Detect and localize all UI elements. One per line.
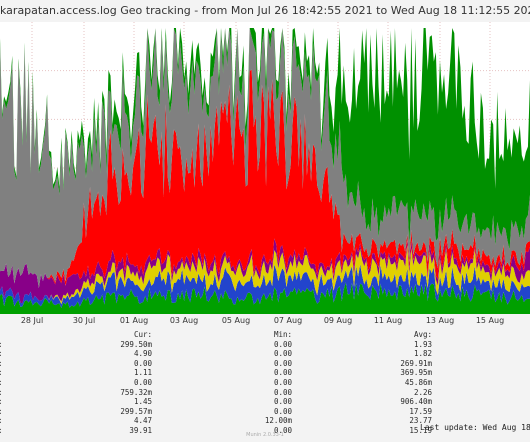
legend-min-value: 0.00 <box>273 349 292 359</box>
legend-min-value: 0.00 <box>273 368 292 378</box>
legend-avg-value: 1.82 <box>413 349 432 359</box>
legend-row-colon: : <box>0 340 4 350</box>
legend-row: : 39.91 0.00 15.19 <box>0 426 530 436</box>
legend-row-colon: : <box>0 368 4 378</box>
x-tick-label: 13 Aug <box>425 316 455 325</box>
legend-cur-value: 299.50m <box>120 339 152 349</box>
legend-avg-value: 15.19 <box>409 425 432 435</box>
legend-row-colon: : <box>0 378 4 388</box>
x-tick-label: 30 Jul <box>72 316 96 325</box>
legend-min-value: 12.00m <box>264 416 292 426</box>
footer-version: Munin 2.0.33-1 <box>246 432 284 438</box>
legend-cur-value: 4.90 <box>133 349 152 359</box>
series-area-0 <box>0 282 530 314</box>
series-area-1 <box>0 264 530 309</box>
legend-avg-value: 17.59 <box>409 406 432 416</box>
legend-min-value: 0.00 <box>273 425 292 435</box>
legend-cur-value: 1.45 <box>133 397 152 407</box>
legend-min-value: 0.00 <box>273 377 292 387</box>
geo-tracking-graph <box>0 22 530 314</box>
legend-cur-value: 39.91 <box>129 425 152 435</box>
series-area-6 <box>0 28 530 250</box>
legend-row: : 1.11 0.00 369.95m <box>0 368 530 378</box>
series-area-5 <box>0 28 530 289</box>
series-area-3 <box>0 238 530 304</box>
x-tick-label: 01 Aug <box>119 316 149 325</box>
column-header-cur: Cur: <box>133 330 152 339</box>
x-tick-label: 03 Aug <box>169 316 199 325</box>
legend-cur-value: 1.11 <box>133 368 152 378</box>
x-tick-label: 11 Aug <box>373 316 403 325</box>
legend-min-value: 0.00 <box>273 339 292 349</box>
legend-row: : 4.90 0.00 1.82 <box>0 349 530 359</box>
legend-header-row: Cur: Min: Avg: <box>0 330 530 340</box>
legend-row-colon: : <box>0 426 4 436</box>
legend-avg-value: 45.86m <box>404 377 432 387</box>
legend-row-colon: : <box>0 416 4 426</box>
legend-row: : 4.47 12.00m 23.77 <box>0 416 530 426</box>
legend-row: : 0.00 0.00 269.91m <box>0 359 530 369</box>
legend-row: : 299.57m 0.00 17.59 <box>0 407 530 417</box>
legend-table: Cur: Min: Avg: :299.50m0.001.93:4.900.00… <box>0 330 530 436</box>
legend-row: : 0.00 0.00 45.86m <box>0 378 530 388</box>
legend-cur-value: 0.00 <box>133 377 152 387</box>
x-tick-label: 07 Aug <box>273 316 303 325</box>
x-axis: 28 Jul 30 Jul 01 Aug 03 Aug 05 Aug 07 Aug 09 A… <box>0 314 530 328</box>
legend-row: : 759.32m 0.00 2.26 <box>0 388 530 398</box>
legend-avg-value: 2.26 <box>413 387 432 397</box>
legend-row: : 299.50m 0.00 1.93 <box>0 340 530 350</box>
legend-min-value: 0.00 <box>273 387 292 397</box>
legend-min-value: 0.00 <box>273 406 292 416</box>
legend-min-value: 0.00 <box>273 358 292 368</box>
legend-avg-value: 269.91m <box>400 358 432 368</box>
x-tick-label: 05 Aug <box>221 316 251 325</box>
legend-cur-value: 0.00 <box>133 358 152 368</box>
series-area-4 <box>0 69 530 289</box>
legend-row-colon: : <box>0 388 4 398</box>
x-tick-label: 15 Aug <box>475 316 505 325</box>
legend-cur-value: 299.57m <box>120 406 152 416</box>
column-header-min: Min: <box>273 330 292 339</box>
legend-row-colon: : <box>0 397 4 407</box>
legend-row-colon: : <box>0 359 4 369</box>
legend-avg-value: 369.95m <box>400 368 432 378</box>
legend-avg-value: 906.40m <box>400 397 432 407</box>
legend-cur-value: 759.32m <box>120 387 152 397</box>
legend-avg-value: 1.93 <box>413 339 432 349</box>
stacked-area-chart <box>0 22 530 314</box>
legend-cur-value: 4.47 <box>133 416 152 426</box>
column-header-avg: Avg: <box>413 330 432 339</box>
legend-min-value: 0.00 <box>273 397 292 407</box>
series-area-2 <box>0 245 530 305</box>
x-tick-label: 28 Jul <box>20 316 44 325</box>
legend-row-colon: : <box>0 349 4 359</box>
x-tick-label: 09 Aug <box>323 316 353 325</box>
legend-avg-value: 23.77 <box>409 416 432 426</box>
legend-row-colon: : <box>0 407 4 417</box>
legend-row: : 1.45 0.00 906.40m <box>0 397 530 407</box>
last-update-text: Last update: Wed Aug 18 05 <box>420 423 530 432</box>
graph-title: karapatan.access.log Geo tracking - from… <box>0 4 530 17</box>
